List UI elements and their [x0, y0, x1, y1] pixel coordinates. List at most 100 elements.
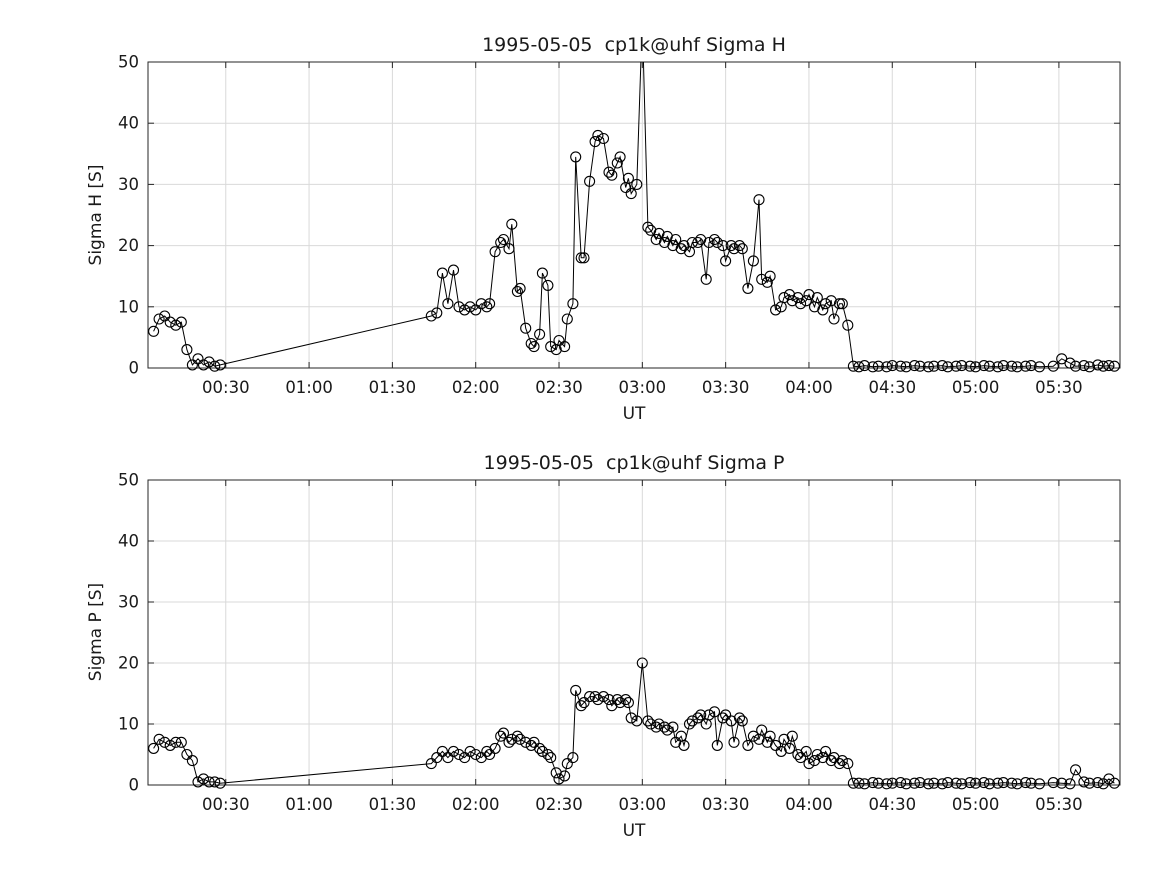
data-point-marker [614, 697, 626, 709]
data-point-marker [728, 736, 740, 748]
data-point-marker [611, 694, 623, 706]
data-point-marker [914, 777, 926, 789]
data-point-marker [1070, 360, 1082, 372]
data-point-marker [683, 718, 696, 730]
data-point-marker [914, 360, 926, 372]
data-point-marker [542, 279, 554, 291]
data-point-marker [1025, 777, 1037, 789]
data-point-marker [978, 777, 990, 789]
data-point-marker [481, 301, 493, 313]
data-point-marker [625, 188, 637, 200]
data-point-marker [970, 361, 982, 373]
data-point-marker [936, 360, 948, 372]
data-point-marker [642, 221, 654, 233]
data-point-marker [159, 310, 171, 322]
x-tick-label: 04:00 [785, 378, 833, 397]
data-point-marker [983, 778, 996, 790]
data-point-marker [431, 752, 443, 764]
data-point-marker [447, 745, 460, 757]
data-point-marker [733, 240, 746, 252]
data-point-marker [506, 733, 518, 745]
data-point-marker [886, 777, 898, 789]
data-point-marker [542, 748, 554, 761]
data-point-marker [553, 773, 565, 785]
data-point-marker [842, 758, 854, 770]
data-point-marker [736, 243, 748, 255]
data-point-marker [209, 360, 221, 372]
sigma-p-title: 1995-05-05 cp1k@uhf Sigma P [483, 452, 785, 474]
data-point-marker [636, 657, 648, 669]
sigma-p-xlabel: UT [622, 821, 646, 841]
data-point-marker [820, 745, 832, 757]
data-point-marker [720, 709, 732, 721]
data-point-marker [425, 310, 437, 322]
data-point-marker [203, 776, 215, 788]
x-tick-label: 03:00 [619, 795, 667, 814]
data-point-marker [578, 252, 590, 264]
data-point-marker [922, 778, 934, 790]
data-point-marker [836, 755, 848, 767]
data-point-marker [983, 360, 996, 372]
data-point-marker [747, 255, 759, 267]
data-point-marker [148, 325, 160, 337]
data-point-marker [836, 298, 848, 310]
data-point-marker [1083, 361, 1096, 373]
data-point-marker [464, 745, 476, 757]
tick-marks [148, 479, 1120, 786]
data-point-marker [992, 777, 1004, 789]
data-point-marker [800, 745, 812, 757]
data-point-marker [511, 285, 523, 298]
data-point-marker [1020, 360, 1032, 372]
data-point-marker [872, 360, 884, 372]
x-tick-label: 02:30 [535, 795, 583, 814]
data-point-marker [197, 359, 210, 371]
data-point-marker [1083, 777, 1096, 789]
data-point-marker [700, 273, 712, 285]
data-point-marker [520, 322, 532, 334]
data-point-marker [858, 778, 871, 790]
data-point-marker [1020, 777, 1032, 789]
data-point-marker [847, 360, 859, 372]
y-tick-label: 40 [118, 114, 139, 133]
data-point-marker [442, 752, 454, 764]
data-point-marker [631, 178, 643, 190]
data-point-marker [503, 243, 515, 255]
data-point-marker [725, 240, 737, 252]
data-point-marker [761, 276, 773, 288]
data-point-marker [545, 752, 557, 764]
data-point-marker [833, 758, 846, 770]
y-tick-label: 10 [118, 297, 139, 316]
data-point-marker [170, 736, 182, 748]
data-point-marker [1033, 778, 1046, 790]
data-point-marker [214, 359, 226, 371]
data-line [153, 662, 1115, 785]
data-point-marker [622, 172, 634, 184]
sigma-h-plot: 00:30 01:00 01:30 02:00 02:30 03:00 03:30 04:00… [118, 53, 1121, 397]
data-point-marker [570, 684, 582, 696]
data-point-marker [1097, 360, 1109, 372]
data-point-marker [811, 292, 823, 304]
data-point-marker [611, 157, 623, 169]
data-point-marker [209, 776, 221, 788]
data-point-marker [847, 777, 859, 789]
data-point-marker [833, 298, 846, 310]
data-point-marker [895, 777, 907, 789]
data-point-marker [928, 777, 940, 789]
data-point-marker [1025, 360, 1037, 372]
data-point-marker [159, 736, 171, 748]
y-tick-label: 10 [118, 715, 139, 734]
data-point-marker [464, 301, 476, 313]
data-point-marker [186, 755, 198, 767]
data-point-marker [703, 709, 715, 721]
data-line [153, 62, 1115, 368]
sigma-p-plot: 00:30 01:00 01:30 02:00 02:30 03:00 03:30 04:00… [118, 471, 1121, 814]
data-point-marker [1056, 777, 1068, 789]
data-point-marker [192, 776, 204, 788]
data-point-marker [148, 742, 160, 754]
x-tick-label: 01:00 [285, 795, 333, 814]
data-point-marker [1006, 777, 1018, 789]
data-point-marker [1108, 777, 1120, 789]
data-point-marker [650, 721, 662, 733]
data-point-marker [528, 341, 540, 353]
data-point-marker [1103, 360, 1115, 372]
